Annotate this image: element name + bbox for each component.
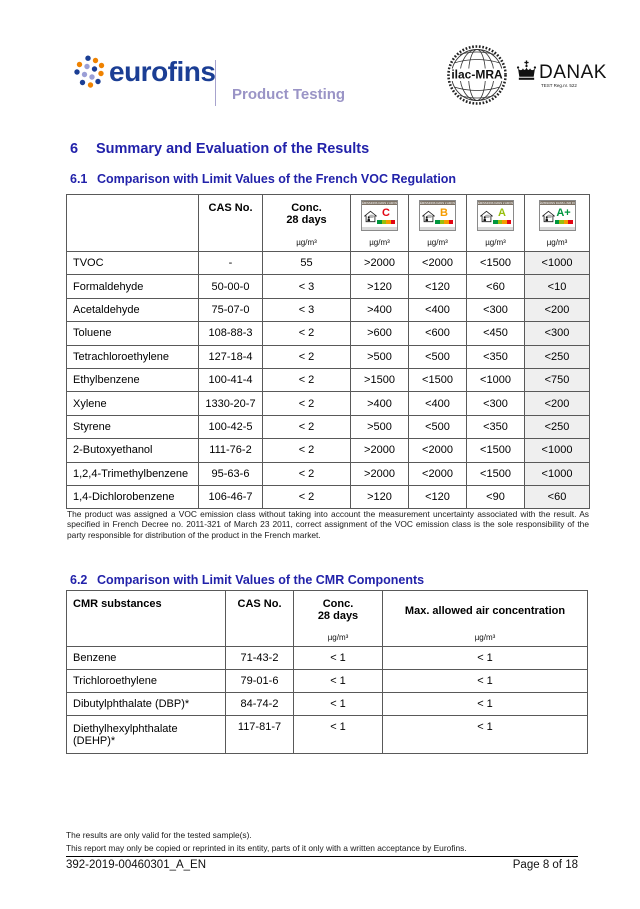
substance-header-cell	[66, 194, 199, 252]
unit-label: µg/m³	[474, 633, 496, 642]
table-row: 2-Butoxyethanol 111-76-2 < 2 >2000 <2000…	[66, 438, 590, 463]
danak-crown-icon	[515, 60, 538, 87]
table-row: Styrene 100-42-5 < 2 >500 <500 <350 <250	[66, 414, 590, 440]
class-scale	[493, 220, 511, 224]
section-6-1-heading: 6.1 Comparison with Limit Values of the F…	[70, 172, 457, 186]
header-divider	[215, 60, 216, 106]
table-row: TVOC - 55 >2000 <2000 <1500 <1000	[66, 250, 590, 276]
cmr-substances-header-cell: CMR substances	[66, 590, 226, 647]
table-row: Tetrachloroethylene 127-18-4 < 2 >500 <5…	[66, 344, 590, 369]
unit-label: µg/m³	[296, 238, 317, 247]
cmr-limit-table: CMR substances CAS No. Conc. 28 days µg/…	[66, 590, 588, 754]
class-a-header-cell: ÉMISSIONS DANS L'AIR INTÉRIEUR* A	[466, 194, 525, 252]
cas-header-cell: CAS No.	[198, 194, 263, 252]
voc-limit-table: CAS No. Conc. 28 days µg/m³ ÉMISSIONS DA…	[66, 194, 590, 510]
table-row: Xylene 1330-20-7 < 2 >400 <400 <300 <200	[66, 391, 590, 416]
unit-label: µg/m³	[427, 238, 448, 247]
section-6-2-heading: 6.2 Comparison with Limit Values of the C…	[70, 573, 425, 587]
document-number: 392-2019-00460301_A_EN	[66, 859, 207, 871]
voc-table-header-row: CAS No. Conc. 28 days µg/m³ ÉMISSIONS DA…	[66, 194, 590, 252]
table-row: Dibutylphthalate (DBP)* 84-74-2 < 1 < 1	[66, 692, 588, 716]
table-row: Benzene 71-43-2 < 1 < 1	[66, 646, 588, 670]
voc-class-b-icon: ÉMISSIONS DANS L'AIR INTÉRIEUR* B	[419, 200, 456, 231]
eurofins-logo-icon	[74, 55, 108, 96]
page-number: Page 8 of 18	[512, 859, 578, 871]
cmr-table-header-row: CMR substances CAS No. Conc. 28 days µg/…	[66, 590, 588, 647]
table-row: Diethylhexylphthalate (DEHP)* 117-81-7 <…	[66, 715, 588, 754]
table-row: Acetaldehyde 75-07-0 < 3 >400 <400 <300 …	[66, 297, 590, 323]
table-row: Ethylbenzene 100-41-4 < 2 >1500 <1500 <1…	[66, 367, 590, 393]
voc-class-c-icon: ÉMISSIONS DANS L'AIR INTÉRIEUR* C	[361, 200, 398, 231]
footer-copy-note: This report may only be copied or reprin…	[66, 843, 578, 857]
page-footer: The results are only valid for the teste…	[66, 830, 578, 871]
house-icon	[541, 210, 555, 222]
conc-header-cell: Conc. 28 days µg/m³	[262, 194, 351, 252]
cas-header-cell: CAS No.	[225, 590, 294, 647]
table-row: 1,4-Dichlorobenzene 106-46-7 < 2 >120 <1…	[66, 484, 590, 510]
max-concentration-header-cell: Max. allowed air concentration µg/m³	[382, 590, 588, 647]
svg-text:ilac-MRA: ilac-MRA	[451, 68, 503, 82]
division-name: Product Testing	[232, 86, 346, 103]
class-b-header-cell: ÉMISSIONS DANS L'AIR INTÉRIEUR* B	[408, 194, 467, 252]
footer-validity-note: The results are only valid for the teste…	[66, 830, 252, 840]
class-aplus-header-cell: ÉMISSIONS DANS L'AIR INTÉRIEUR* A+	[524, 194, 590, 252]
class-scale	[554, 220, 573, 224]
table-row: Trichloroethylene 79-01-6 < 1 < 1	[66, 669, 588, 693]
class-scale	[377, 220, 395, 224]
ilac-mra-stamp-icon: ilac-MRA	[446, 44, 508, 111]
voc-class-a-icon: ÉMISSIONS DANS L'AIR INTÉRIEUR* A	[477, 200, 514, 231]
voc-table-footnote: The product was assigned a VOC emission …	[67, 509, 589, 540]
table-row: Formaldehyde 50-00-0 < 3 >120 <120 <60 <…	[66, 274, 590, 299]
danak-registration-text: TEST Reg.nr. 522	[541, 83, 577, 88]
class-scale	[435, 220, 453, 224]
house-icon	[480, 210, 493, 222]
table-row: Toluene 108-88-3 < 2 >600 <600 <450 <300	[66, 321, 590, 346]
class-c-header-cell: ÉMISSIONS DANS L'AIR INTÉRIEUR* C	[350, 194, 409, 252]
house-icon	[422, 210, 435, 222]
unit-label: µg/m³	[546, 238, 568, 247]
brand-name: eurofins	[109, 56, 216, 87]
danak-label: DANAK	[539, 62, 607, 83]
unit-label: µg/m³	[485, 238, 506, 247]
conc-header-cell: Conc. 28 days µg/m³	[293, 590, 383, 647]
house-icon	[364, 210, 377, 222]
voc-class-aplus-icon: ÉMISSIONS DANS L'AIR INTÉRIEUR* A+	[538, 200, 576, 231]
unit-label: µg/m³	[327, 633, 349, 642]
unit-label: µg/m³	[369, 238, 390, 247]
section-6-heading: 6 Summary and Evaluation of the Results	[70, 141, 370, 157]
table-row: 1,2,4-Trimethylbenzene 95-63-6 < 2 >2000…	[66, 461, 590, 486]
